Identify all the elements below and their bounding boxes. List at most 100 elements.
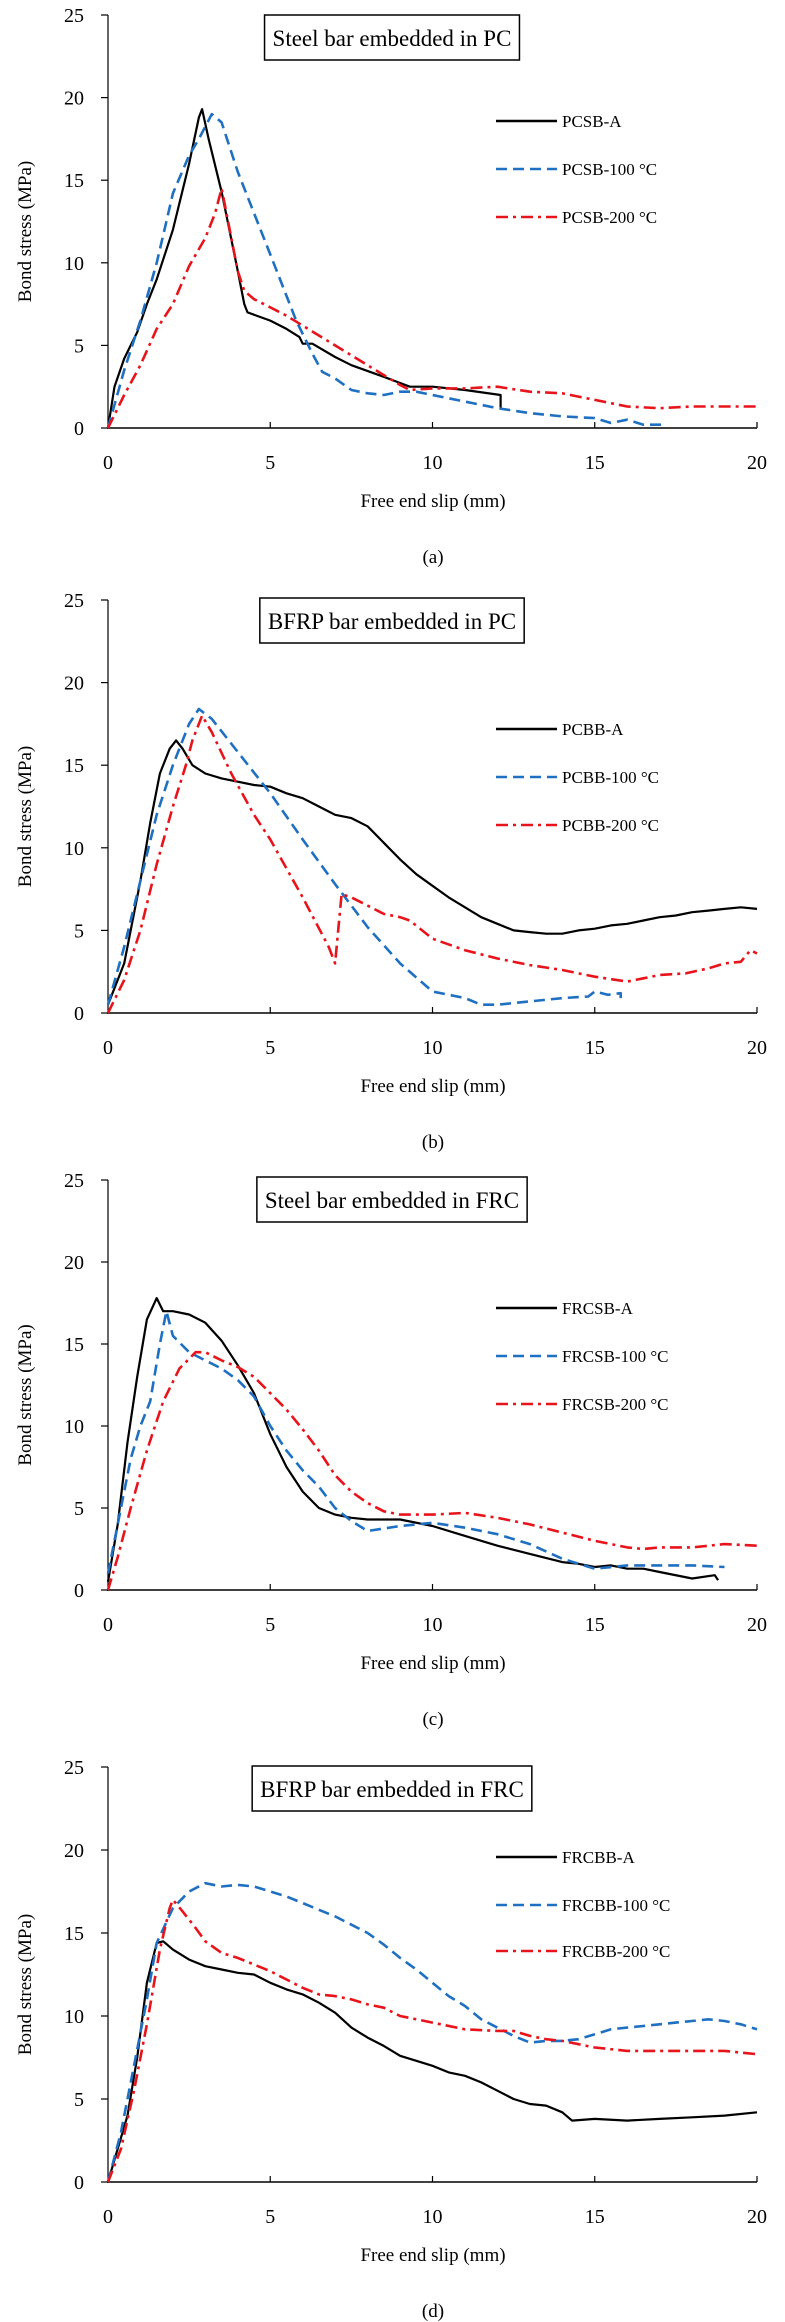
legend-label: PCSB-A [562, 112, 622, 131]
legend-label: PCSB-100 °C [562, 160, 657, 179]
chart-title-box: BFRP bar embedded in FRC [251, 1765, 533, 1812]
x-tick-label: 15 [585, 1037, 605, 1059]
y-tick-label: 15 [64, 1334, 84, 1356]
y-tick-label: 5 [74, 1498, 84, 1520]
y-tick-label: 25 [64, 590, 84, 612]
y-tick-label: 10 [64, 1416, 84, 1438]
y-tick-label: 25 [64, 5, 84, 27]
legend-label: PCBB-A [562, 720, 624, 739]
legend-label: FRCSB-100 °C [562, 1347, 668, 1366]
series-line-pcbb-200-c [106, 714, 758, 1014]
y-axis-label: Bond stress (MPa) [15, 161, 36, 302]
y-tick-label: 0 [74, 1580, 84, 1602]
x-tick-label: 10 [423, 1037, 443, 1059]
y-tick-label: 20 [64, 673, 84, 695]
x-tick-label: 20 [747, 2206, 767, 2228]
y-tick-label: 20 [64, 1252, 84, 1274]
x-tick-label: 20 [747, 1614, 767, 1636]
y-tick-label: 0 [74, 418, 84, 440]
y-tick-label: 15 [64, 170, 84, 192]
y-axis-label: Bond stress (MPa) [15, 746, 36, 887]
y-tick-label: 20 [64, 88, 84, 110]
legend-label: FRCSB-A [562, 1299, 634, 1318]
series-line-frcbb-100-c [106, 1881, 758, 2183]
legend: PCBB-A PCBB-100 °C PCBB-200 °C [496, 720, 659, 835]
x-tick-label: 15 [585, 1614, 605, 1636]
series-line-pcsb-100-c [106, 112, 667, 429]
figure-caption: (b) [422, 1132, 444, 1153]
y-tick-label: 15 [64, 1923, 84, 1945]
y-tick-label: 5 [74, 920, 84, 942]
legend-label: PCSB-200 °C [562, 208, 657, 227]
x-tick-label: 15 [585, 2206, 605, 2228]
y-tick-label: 5 [74, 2089, 84, 2111]
series-line-frcbb-a [106, 1940, 758, 2183]
x-tick-label: 5 [265, 1037, 275, 1059]
x-tick-label: 15 [585, 452, 605, 474]
y-tick-label: 10 [64, 2006, 84, 2028]
y-axis-label: Bond stress (MPa) [15, 1324, 36, 1465]
x-tick-label: 10 [423, 1614, 443, 1636]
y-tick-label: 20 [64, 1840, 84, 1862]
chart-panel-b: 0 5 10 15 20 25 0 5 10 15 20 Free end slip (mm) Bond… [15, 590, 767, 1153]
x-tick-label: 5 [265, 1614, 275, 1636]
chart-title-border [256, 1176, 528, 1223]
chart-title-border [263, 14, 521, 61]
series-line-frcsb-a [106, 1297, 720, 1582]
series-line-frcbb-200-c [106, 1898, 758, 2183]
chart-title: Steel bar embedded in PC [273, 26, 512, 51]
y-tick-label: 25 [64, 1757, 84, 1779]
legend-label: FRCSB-200 °C [562, 1395, 668, 1414]
series-line-frcsb-100-c [106, 1309, 725, 1574]
chart-title-border [259, 597, 525, 644]
y-tick-label: 10 [64, 838, 84, 860]
y-axis-label: Bond stress (MPa) [15, 1914, 36, 2055]
x-tick-label: 5 [265, 2206, 275, 2228]
chart-title-box: Steel bar embedded in FRC [256, 1176, 528, 1223]
y-tick-label: 5 [74, 335, 84, 357]
chart-title: BFRP bar embedded in FRC [260, 1777, 524, 1802]
y-tick-label: 0 [74, 1003, 84, 1025]
x-tick-label: 0 [103, 1614, 113, 1636]
x-tick-label: 10 [423, 2206, 443, 2228]
x-tick-label: 0 [103, 2206, 113, 2228]
x-tick-label: 0 [103, 1037, 113, 1059]
chart-title: Steel bar embedded in FRC [265, 1188, 519, 1213]
x-axis-label: Free end slip (mm) [360, 1076, 505, 1097]
figure-caption: (d) [422, 2301, 444, 2322]
chart-title-border [251, 1765, 533, 1812]
series-line-pcbb-a [106, 739, 758, 1006]
x-tick-label: 0 [103, 452, 113, 474]
legend-label: PCBB-200 °C [562, 816, 659, 835]
chart-panel-c: 0 5 10 15 20 25 0 5 10 15 20 Free end slip (mm) Bond… [15, 1170, 767, 1730]
legend-label: FRCBB-200 °C [562, 1942, 670, 1961]
legend: FRCBB-A FRCBB-100 °C FRCBB-200 °C [496, 1848, 670, 1961]
chart-panel-a: 0 5 10 15 20 25 0 5 10 15 20 Free end slip (mm) Bond… [15, 5, 767, 568]
y-tick-label: 10 [64, 253, 84, 275]
chart-title-box: Steel bar embedded in PC [263, 14, 521, 61]
legend: PCSB-A PCSB-100 °C PCSB-200 °C [496, 112, 657, 227]
figure-caption: (a) [422, 547, 443, 568]
x-axis-label: Free end slip (mm) [360, 491, 505, 512]
y-tick-label: 0 [74, 2172, 84, 2194]
series-line-frcsb-200-c [106, 1350, 758, 1591]
x-tick-label: 5 [265, 452, 275, 474]
series-line-pcsb-200-c [106, 187, 757, 429]
chart-title: BFRP bar embedded in PC [268, 609, 516, 634]
x-tick-label: 10 [423, 452, 443, 474]
figure-caption: (c) [422, 1709, 443, 1730]
y-tick-label: 25 [64, 1170, 84, 1192]
x-tick-label: 20 [747, 452, 767, 474]
chart-title-box: BFRP bar embedded in PC [259, 597, 525, 644]
x-axis-label: Free end slip (mm) [360, 1653, 505, 1674]
legend-label: FRCBB-A [562, 1848, 635, 1867]
legend-label: PCBB-100 °C [562, 768, 659, 787]
y-tick-label: 15 [64, 755, 84, 777]
legend-label: FRCBB-100 °C [562, 1896, 670, 1915]
series-line-pcsb-a [106, 108, 502, 429]
x-axis-label: Free end slip (mm) [360, 2245, 505, 2266]
legend: FRCSB-A FRCSB-100 °C FRCSB-200 °C [496, 1299, 668, 1414]
x-tick-label: 20 [747, 1037, 767, 1059]
series-line-pcbb-100-c [106, 707, 622, 1006]
